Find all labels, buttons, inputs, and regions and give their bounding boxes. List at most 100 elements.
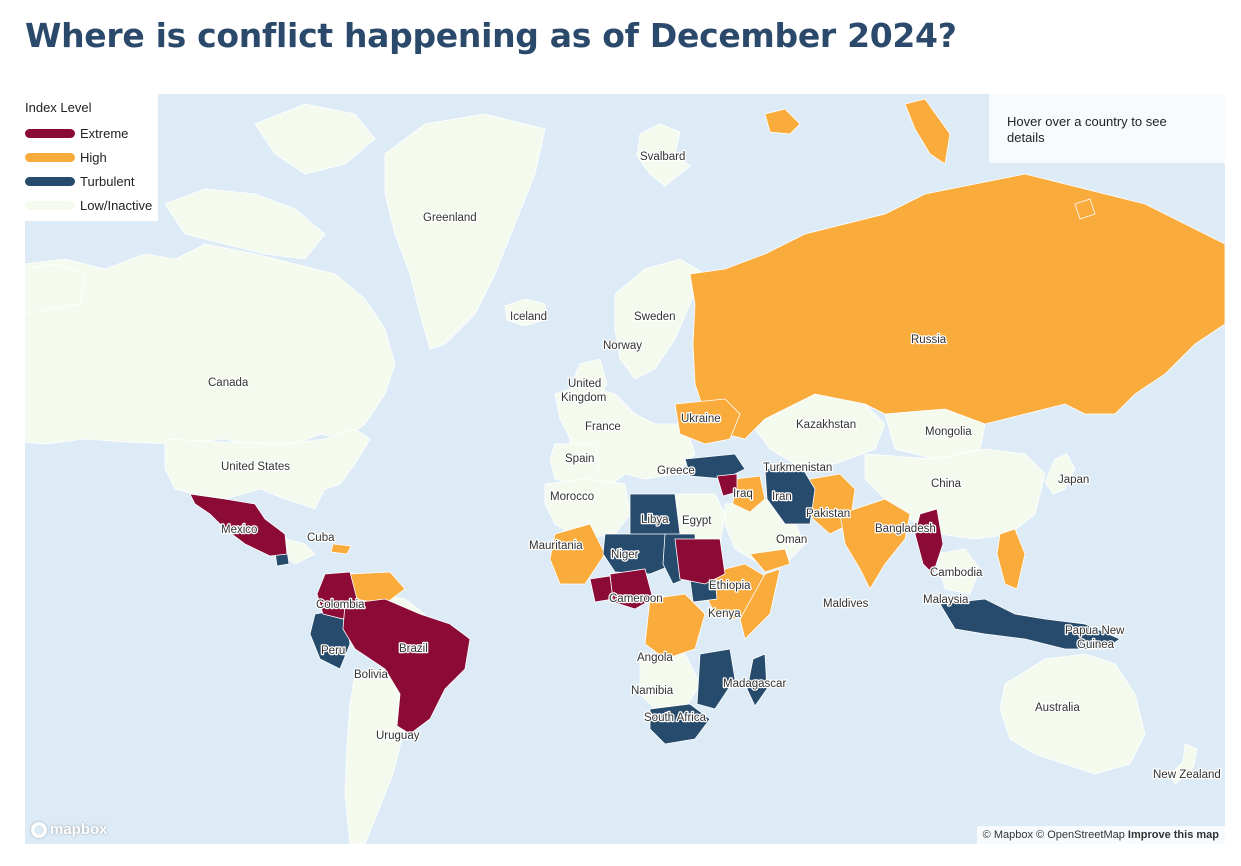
country-canada[interactable] (25, 243, 396, 450)
label-iran: Iran (772, 491, 792, 503)
label-turkmenistan: Turkmenistan (763, 462, 832, 474)
legend-label: Turbulent (80, 173, 135, 189)
alaska (25, 263, 86, 315)
country-iraq[interactable] (732, 475, 766, 513)
country-japan[interactable] (1044, 453, 1076, 495)
label-malaysia: Malaysia (923, 594, 969, 606)
hover-info-text: Hover over a country to see details (1007, 114, 1167, 145)
country-india[interactable] (839, 498, 911, 590)
label-sweden: Sweden (634, 311, 676, 323)
country-new-zealand[interactable] (1169, 743, 1198, 785)
label-bangladesh: Bangladesh (875, 523, 936, 535)
label-france: France (585, 421, 621, 433)
attribution-osm-link[interactable]: © OpenStreetMap (1036, 829, 1125, 841)
label-new-zealand: New Zealand (1153, 769, 1221, 781)
country-madagascar[interactable] (746, 653, 768, 707)
country-united-states[interactable] (164, 428, 371, 510)
land-extreme (189, 473, 944, 735)
country-indonesia[interactable] (939, 598, 1121, 650)
country-sudan[interactable] (674, 538, 726, 585)
map-labels: Svalbard Greenland Iceland Sweden Norway… (207, 150, 1222, 783)
country-syria[interactable] (716, 473, 738, 497)
country-iran[interactable] (764, 463, 816, 525)
country-drc[interactable] (644, 593, 706, 660)
mapbox-logo[interactable]: mapbox (31, 821, 108, 838)
label-cameroon: Cameroon (609, 593, 663, 605)
uk (572, 358, 608, 405)
country-mali[interactable] (589, 575, 614, 603)
legend-item-high: High (25, 145, 158, 169)
country-mauritania[interactable] (549, 523, 606, 585)
arctic-islands-2 (254, 103, 376, 175)
map-canvas[interactable]: Svalbard Greenland Iceland Sweden Norway… (25, 94, 1225, 844)
label-mexico: Mexico (221, 524, 257, 536)
greenland-small (1074, 198, 1096, 220)
label-united-kingdom-2: Kingdom (561, 392, 606, 404)
russia-arctic-2 (764, 108, 801, 135)
legend-title: Index Level (25, 100, 92, 115)
country-ukraine[interactable] (674, 398, 741, 445)
legend-swatch-extreme (25, 128, 75, 138)
country-australia[interactable] (999, 653, 1146, 775)
legend-swatch-turbulent (25, 176, 75, 186)
map-legend: Index Level Extreme High Turbulent Low/I… (25, 94, 158, 221)
yemen (749, 548, 791, 573)
country-somalia[interactable] (739, 568, 781, 640)
country-iceland[interactable] (504, 298, 548, 327)
country-philippines[interactable] (996, 528, 1026, 590)
label-iceland: Iceland (510, 311, 547, 323)
label-colombia: Colombia (316, 599, 365, 611)
label-australia: Australia (1035, 702, 1080, 714)
label-papua-1: Papua New (1065, 625, 1125, 637)
country-myanmar[interactable] (914, 508, 944, 575)
label-peru: Peru (321, 645, 345, 657)
improve-map-link[interactable]: Improve this map (1127, 829, 1219, 841)
south-america-south (344, 668, 406, 844)
label-iraq: Iraq (733, 488, 753, 500)
label-ukraine: Ukraine (681, 413, 721, 425)
land-high (330, 98, 1225, 660)
label-oman: Oman (776, 534, 807, 546)
label-morocco: Morocco (550, 491, 594, 503)
southeast-asia (934, 548, 981, 595)
label-brazil: Brazil (399, 643, 428, 655)
label-ethiopia: Ethiopia (709, 580, 751, 592)
country-brazil[interactable] (342, 598, 471, 735)
russia-arctic (904, 98, 951, 165)
world-map[interactable]: Svalbard Greenland Iceland Sweden Norway… (25, 94, 1225, 844)
label-greece: Greece (657, 465, 695, 477)
mapbox-logo-icon (31, 821, 47, 838)
country-haiti[interactable] (330, 543, 352, 555)
label-papua-2: Guinea (1077, 639, 1115, 651)
label-libya: Libya (641, 514, 669, 526)
legend-item-low-inactive: Low/Inactive (25, 193, 158, 217)
country-mexico[interactable] (189, 493, 288, 557)
country-russia[interactable] (689, 173, 1225, 440)
legend-swatch-high (25, 152, 75, 162)
country-greenland[interactable] (384, 113, 546, 350)
label-norway: Norway (603, 340, 642, 352)
label-greenland: Greenland (423, 212, 477, 224)
map-attribution: © Mapbox © OpenStreetMap Improve this ma… (976, 826, 1225, 844)
label-uruguay: Uruguay (376, 730, 420, 742)
country-south-africa[interactable] (649, 703, 711, 745)
country-mozambique[interactable] (696, 648, 736, 710)
land-turbulent (274, 453, 1121, 745)
legend-swatch-low-inactive (25, 200, 75, 210)
page-title: Where is conflict happening as of Decemb… (25, 16, 957, 55)
scandinavia (614, 258, 706, 380)
label-bolivia: Bolivia (354, 669, 388, 681)
legend-label: High (80, 149, 107, 165)
label-maldives: Maldives (823, 598, 869, 610)
label-niger: Niger (611, 549, 639, 561)
label-china: China (931, 478, 962, 490)
label-cuba: Cuba (307, 532, 335, 544)
legend-item-extreme: Extreme (25, 121, 158, 145)
label-cambodia: Cambodia (930, 567, 983, 579)
attribution-mapbox-link[interactable]: © Mapbox (982, 829, 1033, 841)
label-kazakhstan: Kazakhstan (796, 419, 856, 431)
hover-info-panel: Hover over a country to see details (989, 94, 1225, 163)
label-south-africa: South Africa (644, 712, 707, 724)
label-madagascar: Madagascar (723, 678, 786, 690)
label-mongolia: Mongolia (925, 426, 972, 438)
